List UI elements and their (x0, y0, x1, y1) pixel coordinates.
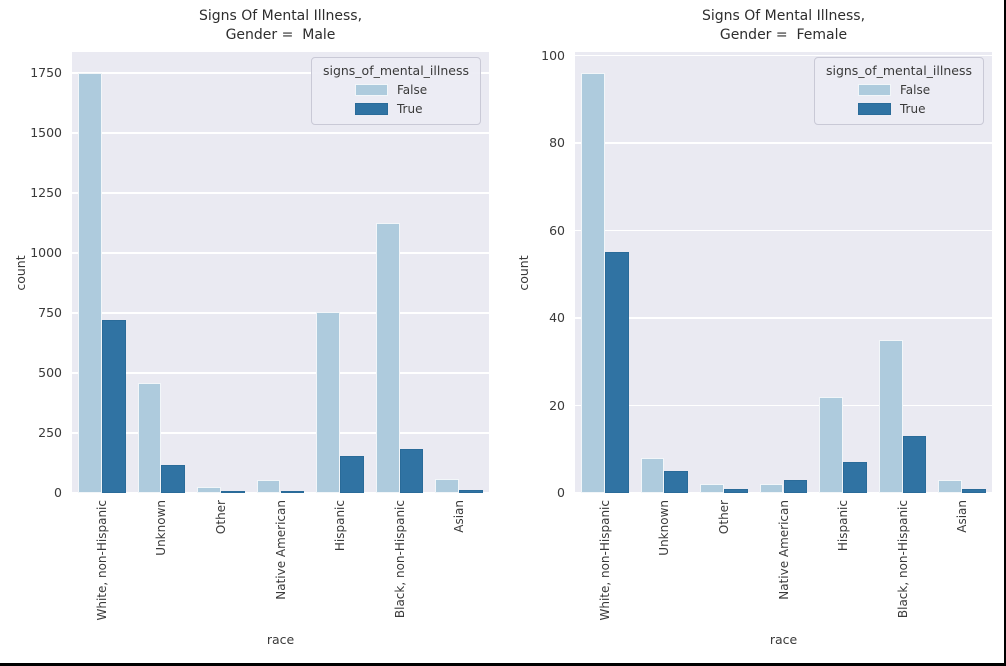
x-axis-label: race (769, 632, 798, 647)
bar-true (220, 490, 245, 493)
gridline (72, 312, 489, 314)
bar-false (137, 382, 162, 493)
legend: signs_of_mental_illness False True (813, 57, 984, 125)
y-tick-label: 0 (557, 485, 565, 500)
chart-title-line-1: Signs Of Mental Illness, (198, 8, 363, 24)
gridline (72, 492, 489, 494)
legend-entry-false: False (826, 83, 972, 97)
y-tick-label: 1750 (30, 64, 62, 80)
bar-false (700, 484, 724, 493)
y-tick-label: 0 (54, 485, 62, 500)
bar-true (723, 488, 748, 493)
bar-false (256, 480, 281, 493)
x-tick-label: Other (213, 500, 228, 535)
bar-false (316, 311, 341, 493)
gridline (575, 54, 992, 57)
x-tick-label: Asian (955, 500, 970, 533)
bar-true (340, 455, 364, 493)
x-tick-label: Hispanic (333, 500, 348, 552)
gridline (72, 252, 489, 254)
legend-swatch-false (354, 84, 388, 96)
x-tick-label: Black, non-Hispanic (895, 500, 910, 619)
y-axis-label: count (516, 254, 531, 291)
gridline (575, 317, 992, 319)
legend-label-true: True (899, 102, 926, 116)
gridline (575, 404, 992, 407)
legend-entry-true: True (826, 102, 972, 116)
x-tick-label: White, non-Hispanic (597, 500, 612, 621)
gridline (72, 432, 489, 434)
gridline (72, 72, 489, 74)
bar-false (640, 458, 665, 493)
chart-female: Signs Of Mental Illness, Gender = Female 0… (503, 0, 1004, 663)
y-tick-label: 250 (38, 424, 62, 440)
bar-true (962, 488, 987, 493)
x-tick-label: Unknown (154, 500, 169, 556)
bar-true (664, 471, 689, 493)
bar-true (902, 436, 927, 493)
x-tick-label: Asian (452, 500, 467, 533)
x-axis-label: race (266, 632, 295, 647)
gridline (575, 142, 992, 144)
gridline (72, 192, 489, 194)
y-tick-label: 500 (38, 364, 62, 380)
y-tick-label: 20 (549, 397, 565, 413)
chart-title-line-1: Signs Of Mental Illness, (701, 8, 866, 24)
x-tick-label: White, non-Hispanic (94, 500, 109, 621)
legend-title: signs_of_mental_illness (322, 63, 469, 78)
bar-true (280, 490, 305, 493)
bar-true (843, 462, 867, 493)
legend-swatch-true (857, 103, 891, 115)
bar-false (77, 72, 102, 493)
y-tick-label: 1250 (30, 184, 62, 200)
chart-male: Signs Of Mental Illness, Gender = Male 0 25… (0, 0, 503, 663)
x-tick-label: Native American (273, 500, 288, 600)
x-tick-label: Unknown (657, 500, 672, 556)
legend-entry-true: True (323, 102, 469, 116)
legend-entry-false: False (323, 83, 469, 97)
legend-swatch-true (354, 103, 388, 115)
legend-title: signs_of_mental_illness (825, 63, 972, 78)
bar-false (375, 222, 400, 493)
bar-true (399, 448, 424, 493)
y-tick-label: 60 (549, 222, 565, 238)
x-tick-label: Native American (776, 500, 791, 600)
legend: signs_of_mental_illness False True (310, 57, 481, 125)
plot-area (575, 52, 992, 493)
bar-false (819, 396, 844, 493)
gridline (72, 372, 489, 374)
legend-label-true: True (396, 102, 423, 116)
legend-label-false: False (396, 83, 428, 97)
y-tick-label: 40 (549, 310, 565, 325)
legend-label-false: False (899, 83, 931, 97)
y-tick-label: 1000 (30, 244, 62, 260)
bar-false (435, 479, 460, 493)
legend-swatch-false (857, 84, 891, 96)
y-tick-label: 100 (541, 47, 565, 63)
x-tick-label: Hispanic (836, 500, 851, 552)
y-tick-label: 80 (549, 135, 565, 150)
gridline (575, 229, 992, 232)
gridline (72, 132, 489, 134)
bar-false (197, 486, 221, 493)
y-axis-label: count (13, 254, 28, 291)
x-tick-label: Other (716, 500, 731, 535)
chart-title-line-2: Gender = Female (719, 27, 848, 43)
x-tick-label: Black, non-Hispanic (392, 500, 407, 619)
chart-title-line-2: Gender = Male (225, 27, 336, 43)
bar-true (783, 479, 808, 493)
bar-false (878, 339, 903, 493)
y-tick-label: 750 (38, 304, 62, 320)
bar-true (604, 252, 629, 493)
gridline (575, 492, 992, 494)
bar-true (101, 320, 126, 493)
bar-true (161, 465, 186, 493)
bar-false (759, 484, 784, 493)
bar-true (459, 489, 484, 493)
bar-false (938, 479, 963, 493)
y-tick-label: 1500 (30, 124, 62, 140)
bar-false (580, 73, 605, 493)
